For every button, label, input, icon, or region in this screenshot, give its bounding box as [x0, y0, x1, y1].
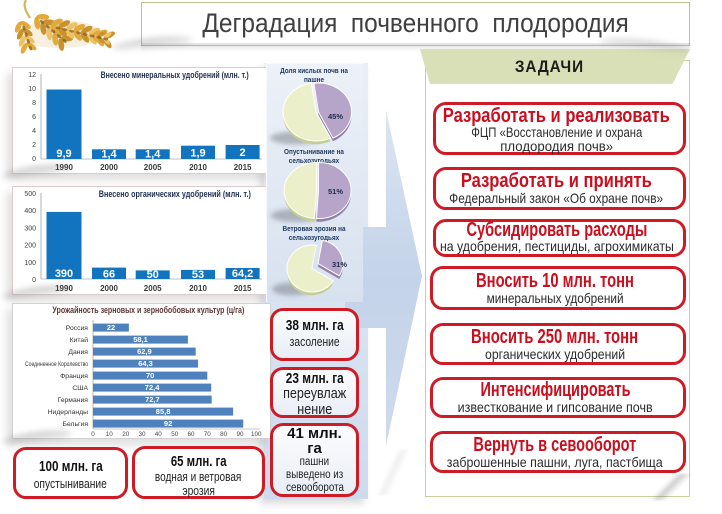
- svg-text:30: 30: [138, 431, 146, 438]
- svg-text:64,2: 64,2: [232, 268, 253, 280]
- svg-text:2: 2: [240, 147, 246, 159]
- svg-text:2005: 2005: [144, 284, 162, 293]
- svg-text:0: 0: [91, 431, 95, 438]
- svg-text:2000: 2000: [100, 163, 118, 172]
- svg-text:1,9: 1,9: [190, 148, 205, 160]
- svg-text:66: 66: [103, 269, 115, 281]
- svg-text:92: 92: [164, 419, 172, 428]
- svg-text:390: 390: [55, 268, 73, 280]
- svg-text:2010: 2010: [189, 163, 207, 172]
- svg-text:500: 500: [24, 191, 36, 198]
- svg-text:0: 0: [32, 156, 36, 163]
- svg-text:400: 400: [24, 208, 36, 215]
- svg-text:Бельгия: Бельгия: [63, 421, 89, 428]
- svg-text:70: 70: [146, 371, 154, 380]
- svg-text:2005: 2005: [144, 163, 162, 172]
- svg-text:Нидерланды: Нидерланды: [48, 409, 88, 416]
- svg-text:Германия: Германия: [58, 397, 89, 404]
- svg-text:50: 50: [171, 431, 179, 438]
- svg-text:72,7: 72,7: [145, 395, 160, 404]
- svg-text:2015: 2015: [234, 284, 252, 293]
- svg-text:10: 10: [28, 86, 36, 93]
- svg-text:20: 20: [122, 431, 130, 438]
- svg-text:53: 53: [192, 269, 204, 281]
- svg-text:60: 60: [187, 431, 195, 438]
- svg-text:8: 8: [32, 100, 36, 107]
- svg-text:2000: 2000: [100, 284, 118, 293]
- svg-text:1,4: 1,4: [145, 149, 161, 161]
- svg-text:80: 80: [220, 431, 228, 438]
- svg-text:90: 90: [236, 431, 244, 438]
- svg-text:2010: 2010: [189, 284, 207, 293]
- svg-text:40: 40: [155, 431, 163, 438]
- svg-text:1990: 1990: [55, 163, 73, 172]
- svg-text:Франция: Франция: [60, 373, 88, 380]
- svg-text:1,4: 1,4: [101, 149, 117, 161]
- svg-text:2015: 2015: [234, 163, 252, 172]
- svg-text:Дания: Дания: [68, 349, 88, 356]
- svg-text:100: 100: [251, 431, 262, 438]
- svg-text:62,9: 62,9: [137, 347, 152, 356]
- svg-text:12: 12: [28, 72, 36, 79]
- svg-text:4: 4: [32, 128, 36, 135]
- svg-text:51%: 51%: [328, 187, 343, 196]
- svg-text:1990: 1990: [55, 284, 73, 293]
- svg-text:9,9: 9,9: [56, 148, 71, 160]
- svg-text:50: 50: [147, 269, 159, 281]
- svg-text:Соединенное Королевство: Соединенное Королевство: [25, 361, 88, 368]
- svg-text:6: 6: [32, 114, 36, 121]
- svg-text:58,1: 58,1: [133, 335, 148, 344]
- svg-text:2: 2: [32, 142, 36, 149]
- svg-text:72,4: 72,4: [145, 383, 160, 392]
- svg-text:100: 100: [24, 260, 36, 267]
- svg-text:10: 10: [106, 431, 114, 438]
- svg-text:300: 300: [24, 225, 36, 232]
- svg-text:64,3: 64,3: [138, 359, 153, 368]
- svg-text:22: 22: [107, 323, 115, 332]
- svg-text:200: 200: [24, 243, 36, 250]
- svg-text:Россия: Россия: [66, 325, 89, 332]
- svg-text:США: США: [72, 385, 88, 392]
- svg-text:0: 0: [32, 277, 36, 284]
- svg-text:Китай: Китай: [70, 336, 89, 344]
- svg-text:85,8: 85,8: [156, 407, 171, 416]
- svg-text:31%: 31%: [332, 260, 347, 269]
- svg-text:45%: 45%: [328, 112, 343, 121]
- svg-text:70: 70: [204, 431, 212, 438]
